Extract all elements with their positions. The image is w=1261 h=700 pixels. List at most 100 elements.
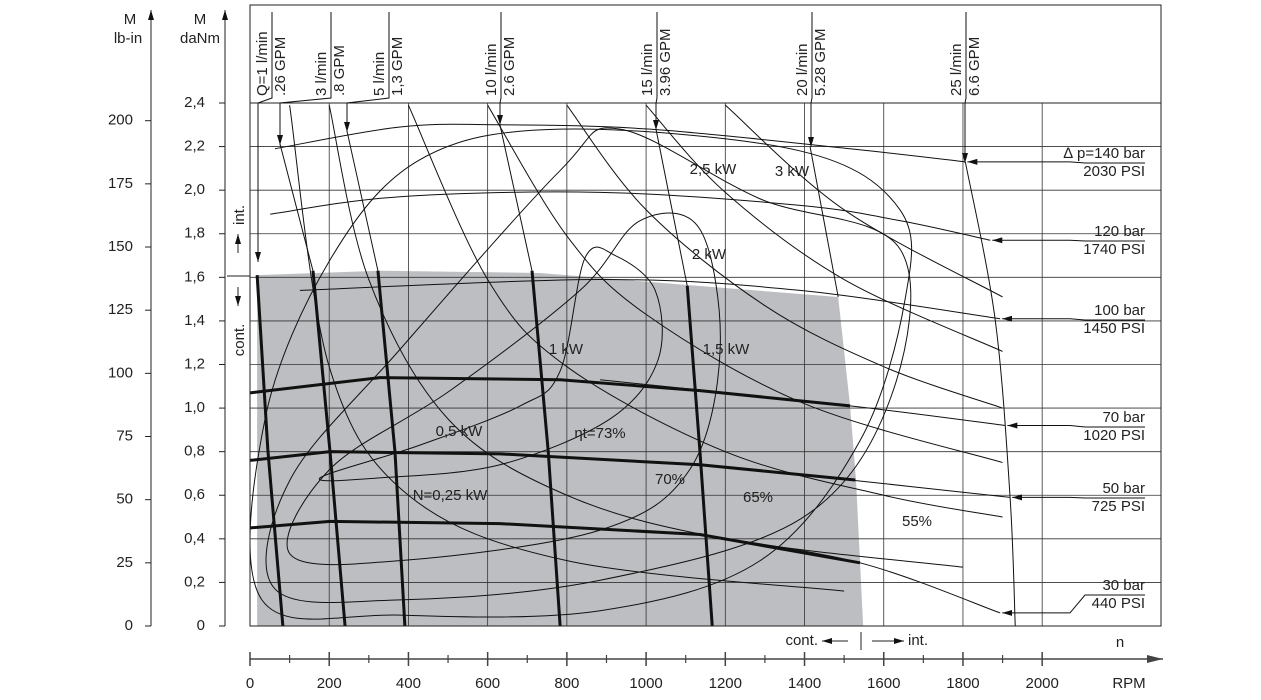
cont-area bbox=[257, 270, 864, 626]
thin-line bbox=[499, 124, 533, 271]
y-label: M bbox=[194, 11, 207, 28]
x-tick-label: 600 bbox=[475, 675, 500, 692]
efficiency-line bbox=[286, 212, 721, 566]
y-tick-label: 1,0 bbox=[184, 399, 205, 416]
efficiency-label: ηt=73% bbox=[574, 425, 625, 442]
cont-label: cont. bbox=[231, 324, 248, 357]
power-label: 1 kW bbox=[549, 341, 584, 358]
thin-line bbox=[809, 146, 839, 298]
flow-gpm-label: 5.28 GPM bbox=[812, 28, 829, 96]
flow-label: 15 l/min bbox=[639, 43, 656, 96]
bold-line bbox=[250, 519, 861, 565]
efficiency-label: 70% bbox=[655, 471, 685, 488]
x-var: n bbox=[1116, 634, 1124, 651]
bold-line bbox=[376, 270, 407, 626]
plot-area bbox=[249, 102, 1161, 627]
flow-gpm-label: 3.96 GPM bbox=[657, 28, 674, 96]
flow-label: 10 l/min bbox=[483, 43, 500, 96]
psi-label: 1450 PSI bbox=[1083, 320, 1145, 337]
flow-leader bbox=[344, 12, 390, 132]
flow-label: 5 l/min bbox=[371, 52, 388, 96]
efficiency-line bbox=[318, 246, 663, 482]
pressure-line bbox=[699, 533, 1001, 614]
y2-tick-label: 100 bbox=[108, 364, 133, 381]
x-label: RPM bbox=[1112, 675, 1145, 692]
y2-tick-label: 150 bbox=[108, 238, 133, 255]
x-tick-label: 400 bbox=[396, 675, 421, 692]
int-label: int. bbox=[231, 205, 248, 225]
y-tick-label: 0,4 bbox=[184, 530, 205, 547]
x-tick-label: 1200 bbox=[709, 675, 742, 692]
x-tick-label: 1600 bbox=[867, 675, 900, 692]
efficiency-label: 65% bbox=[743, 489, 773, 506]
pressure-line bbox=[600, 379, 1006, 427]
y2-tick-label: 75 bbox=[116, 427, 133, 444]
psi-label: 440 PSI bbox=[1092, 595, 1145, 612]
thin-line bbox=[346, 131, 379, 271]
y2-tick-label: 0 bbox=[125, 617, 133, 634]
pressure-label: ∆ p=140 bar bbox=[1064, 145, 1145, 162]
plot-frame bbox=[249, 4, 1162, 627]
pressure-leader bbox=[967, 158, 1145, 165]
curves bbox=[250, 104, 1016, 626]
y-tick-label: 0,8 bbox=[184, 443, 205, 460]
flow-label: 3 l/min bbox=[313, 52, 330, 96]
x-tick-label: 1800 bbox=[946, 675, 979, 692]
flow-label: 25 l/min bbox=[948, 43, 965, 96]
power-line bbox=[566, 104, 1003, 409]
power-line bbox=[645, 104, 1003, 352]
pressure-leader bbox=[1002, 315, 1145, 322]
power-label: 1,5 kW bbox=[703, 341, 751, 358]
x-tick-label: 2000 bbox=[1025, 675, 1058, 692]
bold-line bbox=[530, 270, 562, 626]
x-tick-label: 1400 bbox=[788, 675, 821, 692]
cont-label: cont. bbox=[785, 632, 818, 649]
pressure-leader bbox=[1002, 594, 1145, 616]
y-tick-label: 1,2 bbox=[184, 355, 205, 372]
y-tick-label: 2,4 bbox=[184, 94, 205, 111]
flow-label: 20 l/min bbox=[794, 43, 811, 96]
pressure-label: 70 bar bbox=[1102, 409, 1145, 426]
y2-tick-label: 200 bbox=[108, 112, 133, 129]
flow-leader bbox=[653, 12, 659, 130]
power-line bbox=[289, 105, 845, 592]
x-tick-label: 0 bbox=[246, 675, 254, 692]
efficiency-label: 55% bbox=[902, 513, 932, 530]
pressure-line bbox=[299, 279, 1001, 320]
thin-line bbox=[964, 161, 1016, 626]
y-tick-label: 2,0 bbox=[184, 181, 205, 198]
bold-line bbox=[311, 270, 347, 626]
efficiency-line bbox=[250, 128, 913, 620]
psi-label: 2030 PSI bbox=[1083, 163, 1145, 180]
x-tick-label: 800 bbox=[554, 675, 579, 692]
power-label: 2,5 kW bbox=[690, 161, 738, 178]
flow-gpm-label: .26 GPM bbox=[272, 37, 289, 96]
flow-gpm-label: .8 GPM bbox=[331, 45, 348, 96]
psi-label: 1740 PSI bbox=[1083, 241, 1145, 258]
power-label: 2 kW bbox=[692, 246, 727, 263]
x-tick-label: 1000 bbox=[629, 675, 662, 692]
pressure-label: 120 bar bbox=[1094, 223, 1145, 240]
flow-leader bbox=[277, 12, 332, 145]
pressure-leader bbox=[1012, 494, 1145, 501]
pressure-leader bbox=[992, 237, 1145, 244]
efficiency-line bbox=[265, 127, 912, 603]
power-line bbox=[407, 104, 1003, 518]
int-label: int. bbox=[908, 632, 928, 649]
y-tick-label: 2,2 bbox=[184, 138, 205, 155]
flow-gpm-label: 1,3 GPM bbox=[389, 37, 406, 96]
y-tick-label: 1,6 bbox=[184, 268, 205, 285]
power-label: 3 kW bbox=[775, 163, 810, 180]
thin-line bbox=[279, 144, 314, 271]
flow-leader bbox=[962, 12, 968, 163]
power-label: 0,5 kW bbox=[436, 423, 484, 440]
y-tick-label: 0,2 bbox=[184, 573, 205, 590]
y-label: daNm bbox=[180, 30, 220, 47]
flow-leader bbox=[808, 12, 814, 147]
flow-leader bbox=[497, 12, 503, 125]
x-tick-label: 200 bbox=[317, 675, 342, 692]
y2-tick-label: 175 bbox=[108, 175, 133, 192]
pressure-label: 50 bar bbox=[1102, 480, 1145, 497]
y-tick-label: 0 bbox=[197, 617, 205, 634]
pressure-line bbox=[274, 123, 966, 163]
